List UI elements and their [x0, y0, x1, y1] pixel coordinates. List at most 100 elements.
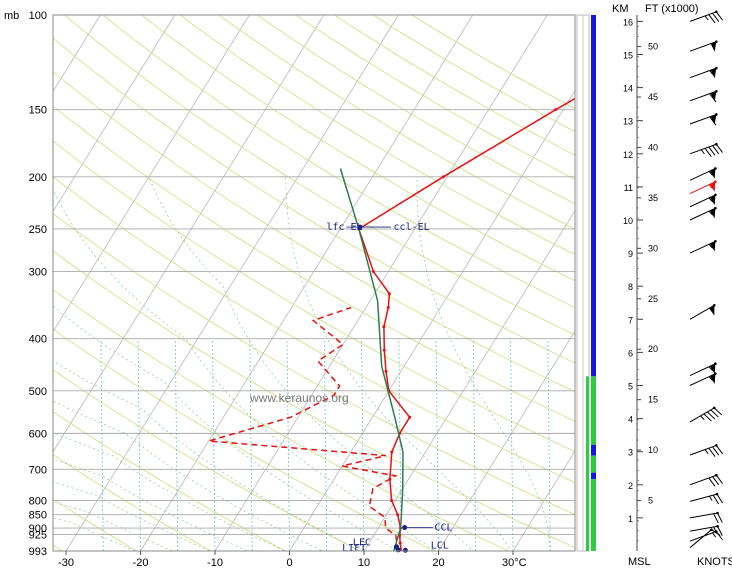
isotherm-line	[53, 15, 250, 333]
wind-barb	[689, 511, 723, 524]
dry-adiabat	[53, 369, 361, 551]
km-tick-label: 16	[623, 17, 633, 27]
series-point	[441, 175, 445, 179]
ft-tick-label: 40	[648, 142, 658, 152]
wind-barb-staff	[689, 407, 715, 423]
wind-barb-staff	[689, 525, 718, 532]
mixing-ratio-line	[286, 338, 290, 551]
series-point	[396, 513, 400, 517]
temperature-tick-label: 0	[286, 557, 292, 569]
wind-barb-flag	[709, 168, 716, 179]
wind-barb-tip	[714, 206, 717, 210]
wind-barb-feather	[712, 476, 720, 486]
mixing-ratio-line	[398, 338, 402, 551]
mixing-ratio-line	[472, 338, 477, 551]
wind-barb-half-feather	[708, 243, 713, 249]
status-segment	[591, 479, 596, 551]
wind-barb	[689, 239, 717, 254]
km-tick-label: 2	[628, 481, 633, 491]
wind-barb	[689, 304, 716, 320]
pressure-tick-label: 850	[29, 510, 47, 522]
mixing-ratio-line	[137, 338, 141, 551]
mixing-ratio-line	[249, 338, 253, 551]
series-point	[371, 270, 375, 274]
pressure-tick-label: 900	[29, 523, 47, 535]
moist-adiabat	[53, 432, 286, 551]
wind-barb-flag	[709, 373, 716, 384]
km-axis-label: KM	[612, 3, 629, 15]
isotherm-line	[140, 15, 474, 551]
wind-barb-flag	[710, 91, 717, 102]
moist-adiabat	[148, 176, 474, 551]
wind-barb	[689, 66, 718, 79]
wind-barb-tip	[715, 66, 718, 70]
wind-barb-tip	[716, 524, 719, 528]
wind-barb-staff	[689, 493, 718, 502]
isotherm-line	[438, 330, 575, 551]
wind-barb-feather	[717, 526, 723, 536]
km-tick-label: 11	[624, 183, 633, 193]
pressure-unit-label: mb	[4, 10, 19, 22]
wind-barb	[689, 206, 717, 221]
wind-barb-feather	[708, 14, 716, 24]
wind-barb	[689, 473, 723, 487]
isotherm-line	[363, 209, 575, 551]
ft-tick-label: 30	[648, 243, 658, 253]
wind-barb-staff	[689, 143, 717, 155]
km-tick-label: 12	[623, 150, 633, 160]
pressure-tick-label: 300	[29, 267, 47, 279]
dry-adiabat	[53, 250, 575, 548]
watermark: www.keraunos.org	[249, 391, 349, 405]
annotation-label: LFC	[353, 538, 371, 549]
wind-barb-half-feather	[708, 197, 713, 203]
km-tick-label: 10	[623, 216, 633, 226]
wind-barb-feather	[715, 474, 723, 484]
km-tick-label: 14	[623, 84, 633, 94]
temperature-tick-label: 20	[432, 557, 444, 569]
ft-tick-label: 5	[648, 496, 653, 506]
km-tick-label: 9	[628, 249, 633, 259]
wind-barb-staff	[689, 529, 712, 549]
km-tick-label: 4	[628, 415, 633, 425]
pressure-tick-label: 600	[29, 428, 47, 440]
series-point	[554, 108, 558, 112]
annotation-label: CCL	[434, 523, 452, 534]
wind-barb-staff	[689, 512, 718, 519]
ft-tick-label: 25	[648, 294, 658, 304]
wind-barb-flag	[709, 181, 716, 192]
wind-barb-tip	[712, 406, 716, 410]
wind-barb-feather	[712, 494, 720, 505]
series-point	[398, 541, 402, 545]
wind-barb-tip	[714, 239, 717, 243]
wind-barb	[689, 524, 723, 536]
series-point	[408, 415, 412, 419]
wind-barb	[689, 406, 723, 423]
mixing-ratio-line	[510, 338, 514, 551]
series-point	[386, 306, 390, 310]
wind-barb-feather	[713, 513, 719, 524]
wind-barb-feather	[715, 143, 723, 153]
dry-adiabat	[53, 454, 212, 551]
wind-barb-tip	[715, 10, 718, 14]
wind-barb-flag	[710, 68, 717, 79]
wind-barb	[689, 444, 723, 457]
wind-barb-half-feather	[708, 171, 713, 176]
wind-barb-feather	[709, 116, 717, 126]
status-segment	[591, 455, 596, 473]
wind-barb-staff	[689, 113, 717, 125]
mixing-ratio-line	[174, 338, 179, 551]
wind-barb-flag	[709, 363, 716, 375]
pressure-tick-label: 800	[29, 496, 47, 508]
wind-barb	[689, 113, 718, 126]
temperature-tick-label: -30	[58, 557, 74, 569]
plot-frame	[52, 14, 576, 552]
ft-tick-label: 35	[648, 193, 658, 203]
mixing-ratio-line	[435, 338, 439, 551]
dry-adiabat	[53, 289, 510, 551]
mixing-ratio-line	[100, 338, 104, 551]
wind-barb-tip	[715, 473, 718, 477]
wind-barb-tip	[714, 180, 717, 183]
wind-barb-tip	[710, 528, 713, 531]
wind-barb	[689, 167, 717, 181]
wind-barb-feather	[706, 411, 716, 420]
